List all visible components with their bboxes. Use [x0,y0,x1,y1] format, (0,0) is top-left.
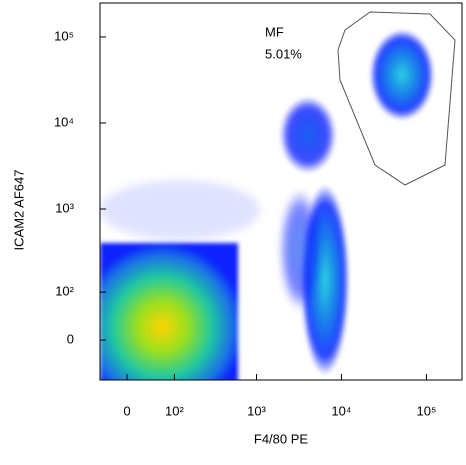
plot-frame [99,2,463,381]
cell-population [280,97,336,173]
cell-population [100,243,238,380]
x-tick-label: 0 [123,403,130,418]
y-tick-label: 10³ [55,200,74,215]
y-tick-label: 10⁴ [54,114,74,129]
x-axis-label: F4/80 PE [254,431,309,446]
x-tick-label: 10⁵ [417,403,437,418]
gate-name: MF [265,24,284,39]
y-tick-label: 10² [55,284,74,299]
gate [337,11,456,186]
x-tick-label: 10³ [247,403,266,418]
y-axis-label: ICAM2 AF647 [11,170,26,251]
x-tick-label: 10⁴ [331,403,351,418]
gate-percent: 5.01% [265,46,302,61]
x-tick-label: 10² [165,403,184,418]
density-cloud [100,30,434,380]
y-tick-label: 10⁵ [54,28,74,43]
sparse-events [100,180,260,240]
cell-population [370,30,434,120]
y-tick-label: 0 [67,332,74,347]
cell-population [280,190,320,310]
